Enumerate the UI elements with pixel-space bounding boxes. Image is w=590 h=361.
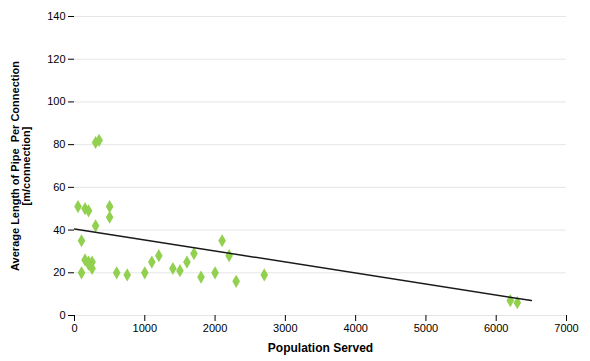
svg-text:2000: 2000 [203, 322, 227, 334]
svg-text:0: 0 [59, 309, 65, 321]
svg-text:3000: 3000 [273, 322, 297, 334]
svg-text:120: 120 [47, 53, 65, 65]
svg-text:Population Served: Population Served [268, 341, 373, 355]
svg-text:60: 60 [53, 181, 65, 193]
svg-text:80: 80 [53, 138, 65, 150]
svg-text:4000: 4000 [343, 322, 367, 334]
svg-text:5000: 5000 [414, 322, 438, 334]
svg-text:40: 40 [53, 224, 65, 236]
svg-text:100: 100 [47, 95, 65, 107]
svg-text:6000: 6000 [484, 322, 508, 334]
svg-text:Average Length of Pipe Per Co: Average Length of Pipe Per Connection[m/… [9, 61, 32, 271]
svg-text:0: 0 [71, 322, 77, 334]
svg-text:7000: 7000 [554, 322, 578, 334]
svg-text:20: 20 [53, 266, 65, 278]
svg-text:1000: 1000 [133, 322, 157, 334]
svg-text:140: 140 [47, 10, 65, 22]
